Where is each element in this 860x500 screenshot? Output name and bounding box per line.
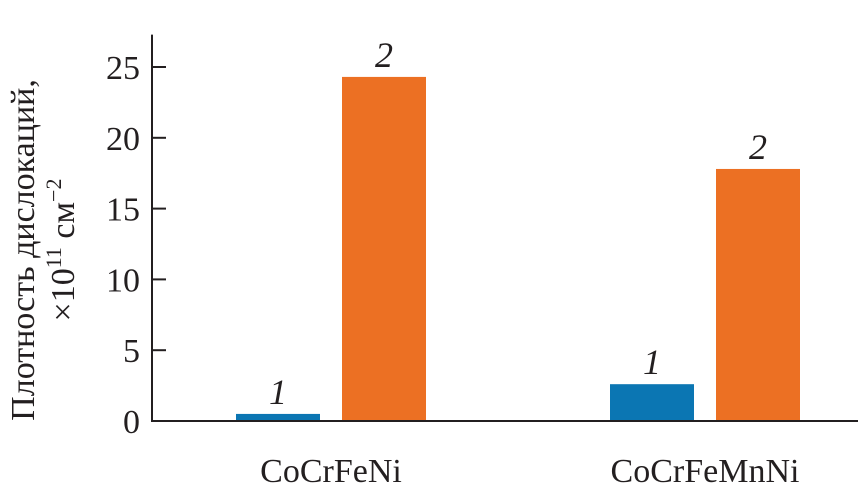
y-axis-label: Плотность дислокаций, ×1011 см−2 — [5, 79, 82, 421]
bar-label: 2 — [375, 35, 393, 75]
bar-label: 1 — [643, 342, 661, 382]
x-tick-label: CoCrFeNi — [260, 453, 402, 490]
y-axis-label-line1: Плотность дислокаций, — [5, 79, 42, 421]
y-tick-label: 0 — [123, 404, 140, 441]
x-tick-label: CoCrFeMnNi — [611, 453, 800, 490]
y-tick-label: 25 — [106, 50, 140, 87]
bar-label: 2 — [749, 127, 767, 167]
bar-CoCrFeNi-series-2 — [342, 76, 426, 422]
y-axis-label-line2: ×1011 см−2 — [41, 179, 82, 322]
bar-CoCrFeMnNi-series-2 — [716, 168, 800, 421]
y-tick-label: 15 — [106, 192, 140, 229]
y-tick-label: 20 — [106, 121, 140, 158]
bar-CoCrFeMnNi-series-1 — [610, 384, 694, 421]
y-tick-label: 5 — [123, 333, 140, 370]
y-tick-label: 10 — [106, 262, 140, 299]
bar-label: 1 — [269, 372, 287, 412]
bar-CoCrFeNi-series-1 — [236, 413, 320, 421]
